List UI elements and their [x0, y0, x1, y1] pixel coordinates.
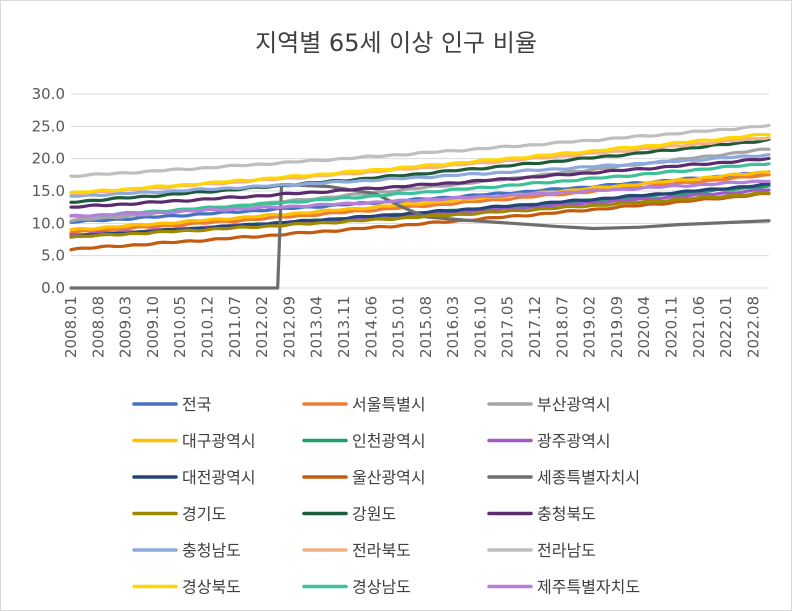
legend-label: 전라북도: [352, 541, 411, 560]
x-tick-label: 2022.01: [717, 296, 735, 358]
series-lines: [69, 123, 771, 290]
y-tick-label: 10.0: [32, 214, 65, 232]
legend-label: 대구광역시: [182, 432, 256, 451]
x-tick-label: 2019.09: [608, 296, 626, 358]
legend-label: 광주광역시: [537, 432, 611, 451]
x-tick-label: 2016.10: [471, 296, 489, 358]
legend-label: 강원도: [352, 505, 396, 524]
series-line-7: [69, 191, 771, 252]
series-line-17: [69, 179, 771, 218]
legend-label: 부산광역시: [537, 395, 611, 414]
x-tick-label: 2021.06: [690, 296, 708, 358]
series-line-11: [69, 156, 771, 209]
x-tick-label: 2020.04: [635, 296, 653, 358]
legend-label: 경상북도: [182, 578, 241, 597]
x-tick-label: 2010.05: [171, 296, 189, 358]
x-tick-label: 2019.02: [581, 296, 599, 358]
legend-label: 제주특별자치도: [537, 578, 640, 597]
y-tick-label: 5.0: [41, 247, 65, 265]
x-tick-label: 2011.07: [226, 296, 244, 358]
y-axis-ticks: 0.0 5.0 10.0 15.0 20.0 25.0 30.0: [32, 85, 65, 297]
series-line-9: [69, 191, 771, 239]
series-line-3: [69, 170, 771, 232]
x-tick-label: 2008.08: [89, 296, 107, 358]
x-tick-label: 2013.11: [335, 296, 353, 358]
x-tick-label: 2017.12: [526, 296, 544, 358]
chart-title: 지역별 65세 이상 인구 비율: [255, 29, 537, 57]
x-tick-label: 2017.05: [499, 296, 517, 358]
series-line-12: [69, 152, 771, 198]
legend-label: 울산광역시: [352, 468, 426, 487]
x-tick-label: 2015.08: [417, 296, 435, 358]
x-tick-label: 2022.08: [744, 296, 762, 358]
y-tick-label: 25.0: [32, 117, 65, 135]
x-tick-label: 2008.01: [62, 296, 80, 358]
legend-label: 전라남도: [537, 541, 596, 560]
legend-label: 서울특별시: [352, 395, 426, 414]
y-tick-label: 0.0: [41, 279, 65, 297]
x-tick-label: 2012.09: [280, 296, 298, 358]
series-line-14: [69, 123, 771, 178]
x-tick-label: 2012.02: [253, 296, 271, 358]
x-tick-label: 2013.04: [308, 296, 326, 358]
legend-label: 충청북도: [537, 505, 596, 524]
x-tick-label: 2015.01: [390, 296, 408, 358]
x-tick-label: 2020.11: [663, 296, 681, 358]
x-tick-label: 2016.03: [444, 296, 462, 358]
x-tick-label: 2010.12: [198, 296, 216, 358]
legend-label: 전국: [182, 395, 211, 414]
x-tick-label: 2014.06: [362, 296, 380, 358]
y-tick-label: 20.0: [32, 150, 65, 168]
y-tick-label: 15.0: [32, 182, 65, 200]
legend-label: 경상남도: [352, 578, 411, 597]
legend-label: 충청남도: [182, 541, 241, 560]
series-line-15: [69, 132, 771, 195]
x-tick-label: 2009.03: [117, 296, 135, 358]
legend-label: 경기도: [182, 505, 226, 524]
x-axis-ticks: 2008.01 2008.08 2009.03 2009.10 2010.05 2010.…: [62, 296, 762, 358]
legend-label: 세종특별자치시: [537, 468, 640, 487]
legend-label: 인천광역시: [352, 432, 426, 451]
x-tick-label: 2018.07: [553, 296, 571, 358]
series-line-10: [69, 137, 771, 204]
x-tick-label: 2009.10: [144, 296, 162, 358]
legend-label: 대전광역시: [182, 468, 256, 487]
y-tick-label: 30.0: [32, 85, 65, 103]
